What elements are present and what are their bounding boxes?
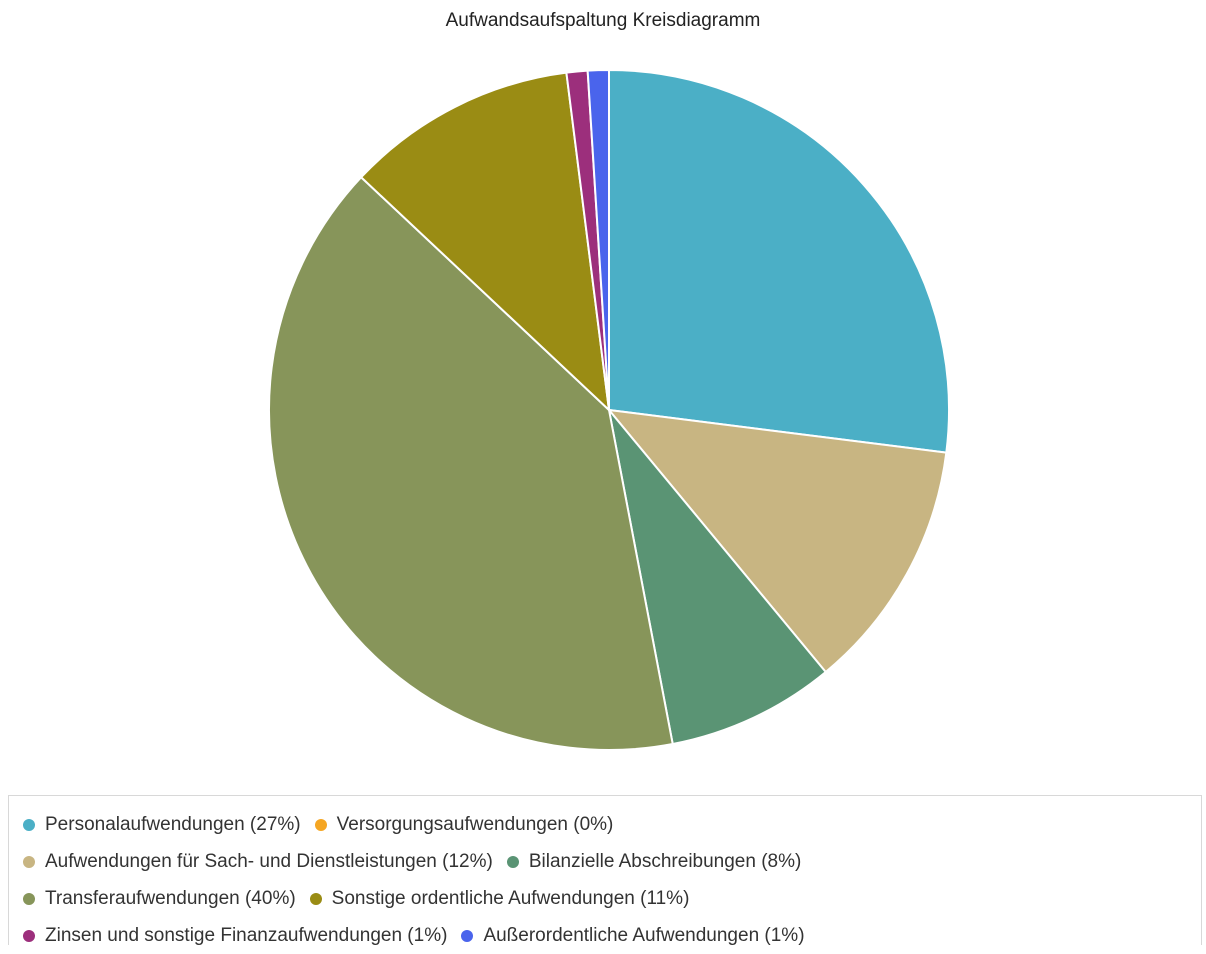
legend-label: Zinsen und sonstige Finanzaufwendungen (… bbox=[45, 924, 448, 946]
legend-marker bbox=[461, 929, 474, 942]
pie-slice[interactable] bbox=[360, 71, 610, 411]
legend-marker bbox=[506, 855, 519, 868]
legend-label: Außerordentliche Aufwendungen (1%) bbox=[483, 924, 805, 946]
chart-title: Aufwandsaufspaltung Kreisdiagramm bbox=[445, 10, 761, 31]
legend-marker bbox=[23, 929, 35, 942]
legend-item[interactable]: Sonstige ordentliche Aufwendungen (11%) bbox=[309, 887, 690, 910]
legend-label: Sonstige ordentliche Aufwendungen (11%) bbox=[331, 887, 690, 909]
legend-row: Transferaufwendungen (40%) Sonstige orde… bbox=[23, 880, 1201, 917]
legend-row: Personalaufwendungen (27%) Versorgungsau… bbox=[23, 806, 1201, 843]
chart-legend: Personalaufwendungen (27%) Versorgungsau… bbox=[8, 795, 1202, 946]
legend-label: Transferaufwendungen (40%) bbox=[45, 887, 296, 909]
legend-item[interactable]: Personalaufwendungen (27%) bbox=[23, 814, 301, 836]
pie-slice[interactable] bbox=[608, 69, 950, 454]
legend-label: Personalaufwendungen (27%) bbox=[45, 813, 301, 835]
legend-label: Bilanzielle Abschreibungen (8%) bbox=[528, 850, 802, 872]
legend-marker bbox=[23, 892, 35, 905]
pie-slice[interactable] bbox=[608, 409, 948, 673]
legend-label: Aufwendungen für Sach- und Dienstleistun… bbox=[45, 850, 493, 872]
legend-item[interactable]: Transferaufwendungen (40%) bbox=[23, 888, 296, 910]
pie-chart bbox=[268, 68, 950, 751]
legend-item[interactable]: Versorgungsaufwendungen (0%) bbox=[314, 813, 614, 836]
pie-slice[interactable] bbox=[268, 176, 674, 751]
legend-row: Zinsen und sonstige Finanzaufwendungen (… bbox=[23, 917, 1201, 954]
legend-item[interactable]: Aufwendungen für Sach- und Dienstleistun… bbox=[23, 851, 493, 873]
legend-row: Aufwendungen für Sach- und Dienstleistun… bbox=[23, 843, 1201, 880]
pie-slice[interactable] bbox=[608, 409, 827, 745]
legend-marker bbox=[23, 818, 35, 831]
legend-marker bbox=[309, 892, 322, 905]
legend-marker bbox=[23, 855, 35, 868]
legend-item[interactable]: Zinsen und sonstige Finanzaufwendungen (… bbox=[23, 925, 447, 947]
legend-marker bbox=[314, 818, 327, 831]
legend-label: Versorgungsaufwendungen (0%) bbox=[336, 813, 614, 835]
legend-item[interactable]: Bilanzielle Abschreibungen (8%) bbox=[506, 850, 802, 873]
pie-slice[interactable] bbox=[586, 68, 610, 411]
legend-item[interactable]: Außerordentliche Aufwendungen (1%) bbox=[461, 924, 805, 947]
